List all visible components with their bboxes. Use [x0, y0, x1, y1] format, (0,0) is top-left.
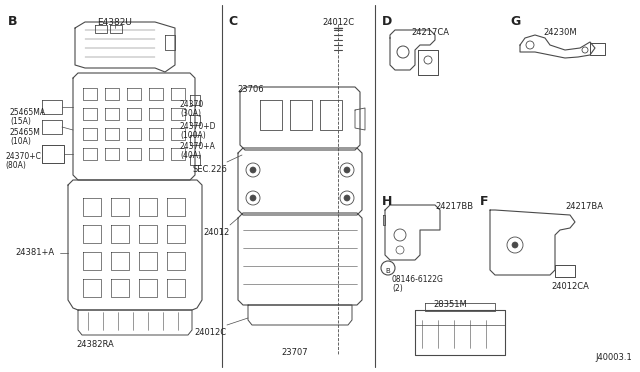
Circle shape [344, 167, 350, 173]
Text: (15A): (15A) [10, 117, 31, 126]
Text: 24370+C: 24370+C [5, 152, 41, 161]
Text: 24217CA: 24217CA [411, 28, 449, 37]
Text: 28351M: 28351M [433, 300, 467, 309]
Text: SEC.226: SEC.226 [192, 165, 227, 174]
Text: (30A): (30A) [180, 109, 201, 118]
Text: H: H [382, 195, 392, 208]
Text: 24012CA: 24012CA [551, 282, 589, 291]
Text: 25465MA: 25465MA [10, 108, 46, 117]
Text: 24230M: 24230M [543, 28, 577, 37]
Text: J40003.1: J40003.1 [595, 353, 632, 362]
Text: (2): (2) [392, 284, 403, 293]
Text: 24382RA: 24382RA [76, 340, 114, 349]
Text: 25465M: 25465M [10, 128, 41, 137]
Text: G: G [510, 15, 520, 28]
Text: 23706: 23706 [237, 85, 264, 94]
Text: (80A): (80A) [5, 161, 26, 170]
Text: E4382U: E4382U [97, 18, 132, 27]
Circle shape [250, 195, 256, 201]
Text: B: B [8, 15, 17, 28]
Text: (40A): (40A) [180, 151, 201, 160]
Text: (100A): (100A) [180, 131, 205, 140]
Text: 24370+A: 24370+A [180, 142, 216, 151]
Text: 24217BA: 24217BA [565, 202, 603, 211]
Circle shape [250, 167, 256, 173]
Text: D: D [382, 15, 392, 28]
Text: B: B [386, 268, 390, 274]
Text: 23707: 23707 [282, 348, 308, 357]
Text: 24217BB: 24217BB [435, 202, 473, 211]
Text: 24012: 24012 [204, 228, 230, 237]
Text: 24370+D: 24370+D [180, 122, 216, 131]
Text: 24370: 24370 [180, 100, 204, 109]
Circle shape [344, 195, 350, 201]
Text: 24381+A: 24381+A [15, 248, 54, 257]
Text: (10A): (10A) [10, 137, 31, 146]
Text: 08146-6122G: 08146-6122G [392, 275, 444, 284]
Text: C: C [228, 15, 237, 28]
Circle shape [512, 242, 518, 248]
Text: F: F [480, 195, 488, 208]
Text: 24012C: 24012C [322, 18, 354, 27]
Text: 24012C: 24012C [195, 328, 227, 337]
